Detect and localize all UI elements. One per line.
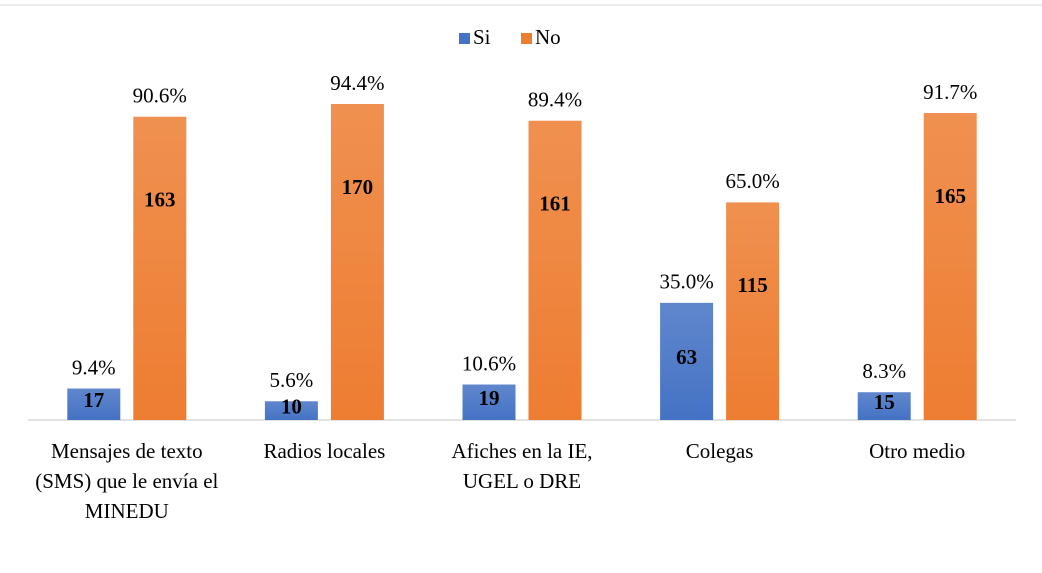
- x-tick-label: Afiches en la IE, UGEL o DRE: [451, 439, 593, 493]
- count-label: 15: [874, 390, 895, 414]
- count-label: 10: [281, 394, 302, 418]
- count-label: 161: [539, 192, 571, 216]
- value-label: 10.6%: [462, 351, 516, 375]
- x-tick-label: Radios locales: [263, 439, 386, 463]
- bar: [857, 392, 911, 420]
- legend-swatch: [459, 33, 470, 44]
- value-label: 94.4%: [330, 71, 384, 95]
- bar: [330, 104, 384, 420]
- bar: [660, 302, 714, 420]
- x-tick-label: Mensajes de texto (SMS) que le envía el …: [35, 439, 219, 523]
- value-label: 9.4%: [72, 355, 116, 379]
- count-label: 165: [934, 184, 966, 208]
- count-label: 17: [83, 388, 104, 412]
- value-label: 65.0%: [725, 169, 779, 193]
- legend-label: No: [535, 25, 561, 49]
- count-label: 19: [479, 386, 500, 410]
- value-label: 5.6%: [270, 368, 314, 392]
- value-label: 35.0%: [659, 270, 713, 294]
- bar: [264, 401, 318, 420]
- bar: [726, 202, 780, 420]
- x-tick-label: Otro medio: [869, 439, 966, 463]
- count-label: 163: [144, 188, 176, 212]
- bar: [462, 384, 516, 420]
- value-label: 91.7%: [923, 80, 977, 104]
- legend-label: Si: [473, 25, 491, 49]
- x-tick-label: Colegas: [685, 439, 754, 463]
- bar: [133, 116, 187, 420]
- legend-swatch: [521, 33, 532, 44]
- count-label: 170: [342, 175, 374, 199]
- value-label: 8.3%: [862, 359, 906, 383]
- bar: [528, 120, 582, 420]
- count-label: 63: [676, 345, 697, 369]
- value-label: 90.6%: [133, 84, 187, 108]
- bar: [67, 388, 121, 420]
- count-label: 115: [737, 273, 767, 297]
- bar: [923, 113, 977, 420]
- value-label: 89.4%: [528, 88, 582, 112]
